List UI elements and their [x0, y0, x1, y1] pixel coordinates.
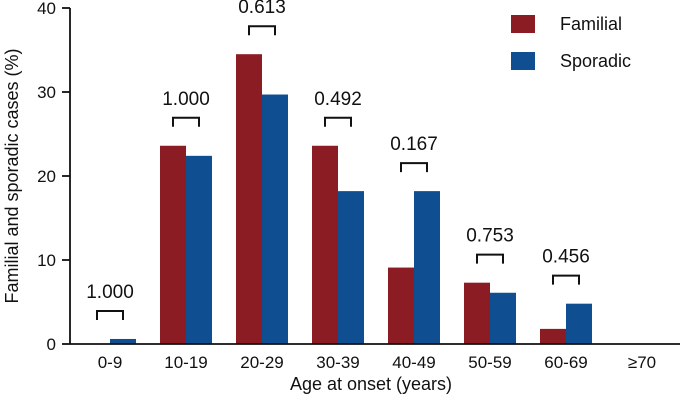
- x-tick-label: 30-39: [316, 353, 359, 372]
- bar-sporadic: [262, 94, 288, 345]
- p-value-label: 0.492: [314, 89, 362, 110]
- p-value-label: 0.753: [466, 226, 514, 247]
- x-tick-label: 10-19: [164, 353, 207, 372]
- bar-sporadic: [414, 191, 440, 344]
- legend-label-familial: Familial: [560, 14, 622, 34]
- x-tick-label: 40-49: [392, 353, 435, 372]
- bar-sporadic: [338, 191, 364, 344]
- y-axis-ticks: 0 10 20 30 40: [37, 0, 70, 354]
- x-tick-label: 20-29: [240, 353, 283, 372]
- p-value-brackets: 1.000 1.000 0.613 0.492 0.167 0.753 0.456: [86, 0, 590, 320]
- p-value-bracket: [172, 116, 200, 127]
- bar-familial: [312, 145, 338, 344]
- bar-familial: [388, 267, 414, 344]
- p-value-label: 1.000: [86, 282, 134, 303]
- p-value-label: 0.456: [542, 247, 590, 268]
- p-value-bracket: [400, 162, 428, 173]
- p-value-bracket: [552, 274, 580, 285]
- p-value-bracket: [476, 253, 504, 264]
- legend-swatch-familial: [511, 15, 535, 33]
- bar-sporadic: [186, 155, 212, 344]
- bar-familial: [464, 282, 490, 344]
- p-value-label: 0.613: [238, 0, 286, 18]
- bar-sporadic: [566, 303, 592, 344]
- x-tick-label: 50-59: [468, 353, 511, 372]
- p-value-label: 0.167: [390, 134, 438, 155]
- p-value-bracket: [96, 309, 124, 320]
- y-tick-label: 40: [37, 0, 56, 18]
- bar-familial: [236, 54, 262, 344]
- x-axis-ticks: 0-9 10-19 20-29 30-39 40-49 50-59 60-69 ≥70: [98, 353, 656, 372]
- p-value-bracket: [324, 116, 352, 127]
- y-tick-label: 30: [37, 83, 56, 102]
- bar-familial: [540, 328, 566, 344]
- x-tick-label: 0-9: [98, 353, 123, 372]
- legend: Familial Sporadic: [511, 14, 631, 71]
- bar-sporadic: [110, 338, 136, 344]
- y-tick-label: 0: [47, 335, 56, 354]
- x-axis-title: Age at onset (years): [290, 374, 452, 394]
- y-tick-label: 10: [37, 251, 56, 270]
- bar-sporadic: [490, 292, 516, 344]
- bar-familial: [160, 145, 186, 344]
- x-tick-label: ≥70: [628, 353, 656, 372]
- y-axis-title: Familial and sporadic cases (%): [2, 48, 22, 303]
- p-value-bracket: [248, 25, 276, 36]
- bars-group: [110, 54, 592, 345]
- y-tick-label: 20: [37, 167, 56, 186]
- legend-label-sporadic: Sporadic: [560, 51, 631, 71]
- p-value-label: 1.000: [162, 89, 210, 110]
- legend-swatch-sporadic: [511, 52, 535, 70]
- x-tick-label: 60-69: [544, 353, 587, 372]
